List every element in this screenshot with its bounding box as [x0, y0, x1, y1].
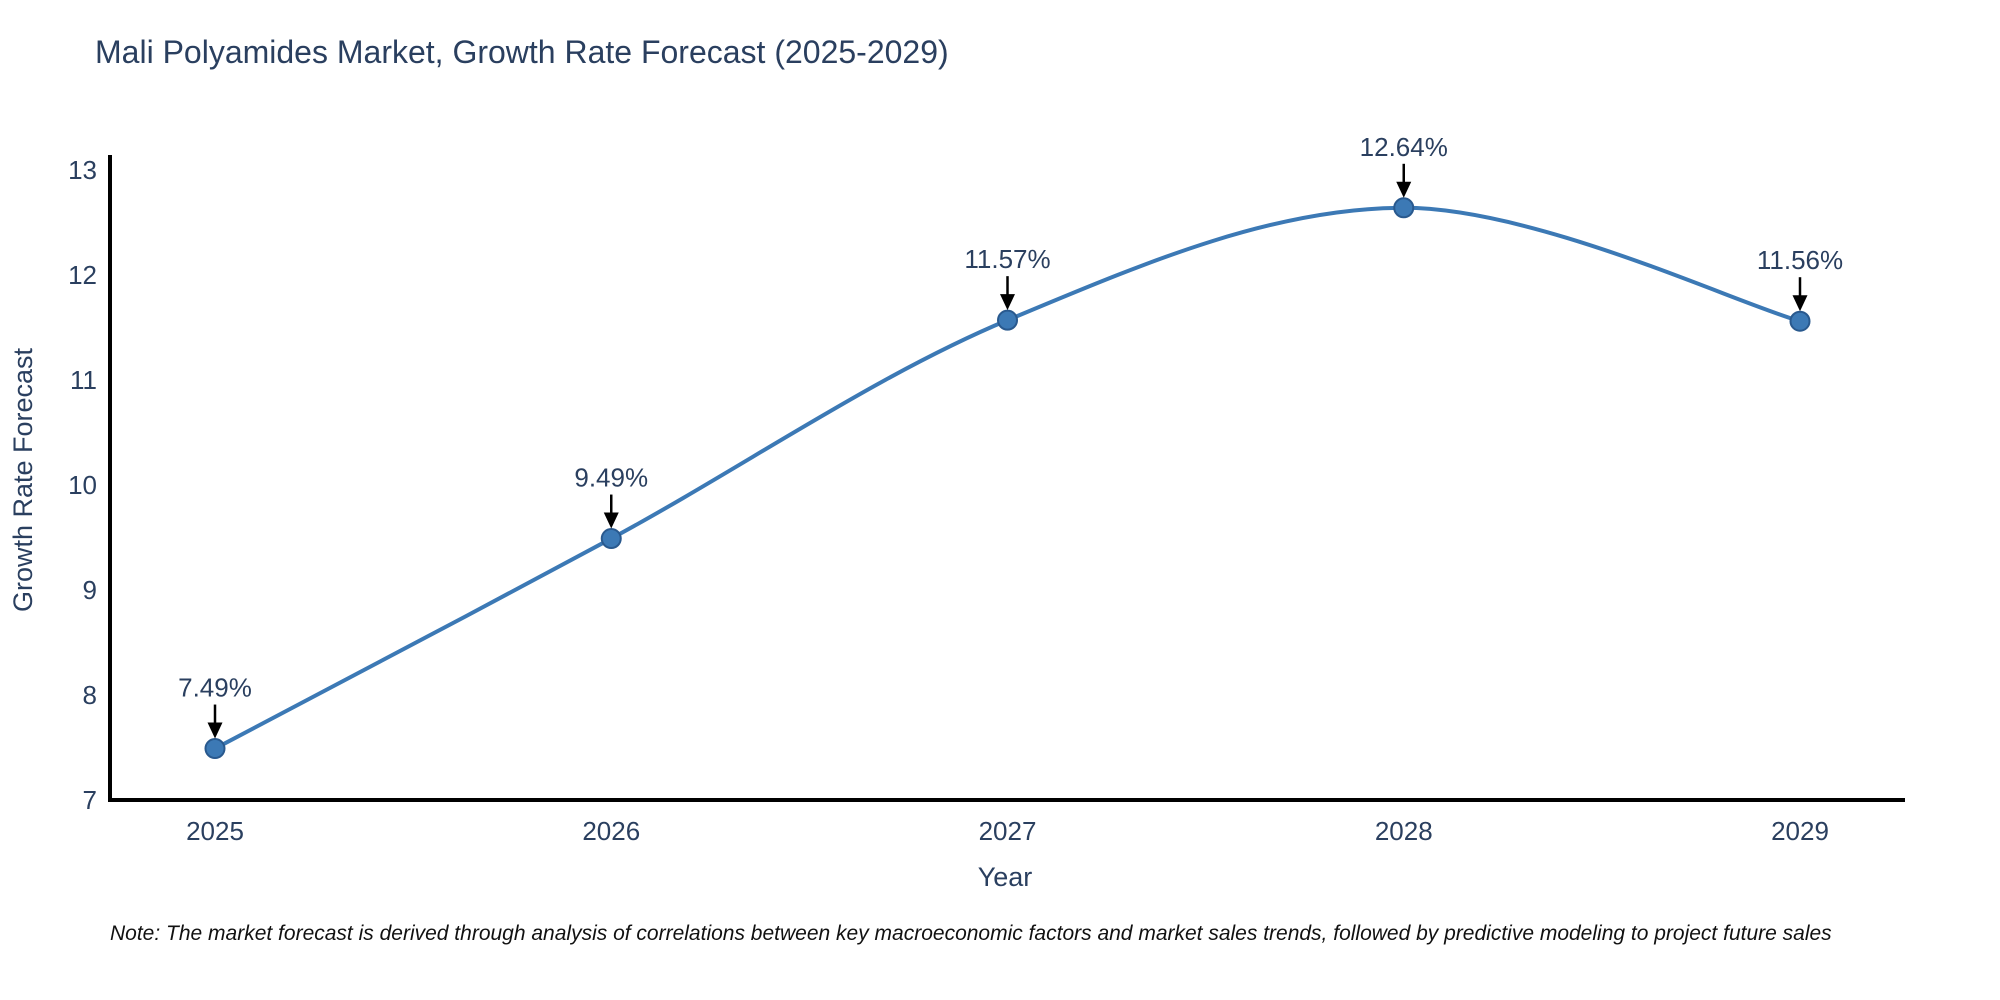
x-tick-label: 2029 — [1771, 816, 1829, 846]
y-tick-label: 12 — [68, 260, 97, 290]
annotation-arrow-head-icon — [207, 722, 223, 739]
annotation-arrow-head-icon — [1792, 295, 1808, 312]
x-axis-title: Year — [978, 862, 1033, 892]
y-tick-label: 7 — [83, 785, 97, 815]
x-tick-label: 2025 — [186, 816, 244, 846]
y-tick-label: 13 — [68, 155, 97, 185]
data-point-label: 12.64% — [1360, 132, 1448, 162]
annotation-arrow-head-icon — [1000, 294, 1015, 311]
x-tick-label: 2026 — [582, 816, 640, 846]
annotation-arrow-head-icon — [603, 512, 619, 529]
plot-series-layer: 7 8 9 10 11 12 13 2025 2026 2027 2028 2029 7.49% 9.49… — [68, 132, 1843, 846]
y-axis-title: Growth Rate Forecast — [8, 347, 38, 612]
y-tick-label: 8 — [83, 680, 97, 710]
data-point-2027 — [997, 309, 1018, 331]
x-tick-label: 2027 — [979, 816, 1037, 846]
data-point-label: 9.49% — [574, 463, 648, 493]
footnote: Note: The market forecast is derived thr… — [110, 922, 1832, 945]
data-point-2028 — [1393, 197, 1415, 219]
data-point-label: 11.56% — [1757, 245, 1843, 275]
annotation-arrow-head-icon — [1396, 181, 1412, 198]
y-tick-label: 10 — [68, 470, 97, 500]
x-tick-label: 2028 — [1375, 816, 1433, 846]
chart-title: Mali Polyamides Market, Growth Rate Fore… — [95, 34, 949, 70]
data-point-2026 — [600, 528, 622, 550]
data-point-label: 11.57% — [964, 244, 1050, 274]
data-point-label: 7.49% — [178, 673, 252, 703]
data-point-2025 — [204, 738, 226, 760]
y-tick-label: 11 — [70, 365, 97, 395]
data-point-2029 — [1789, 310, 1811, 332]
y-tick-label: 9 — [83, 575, 97, 605]
